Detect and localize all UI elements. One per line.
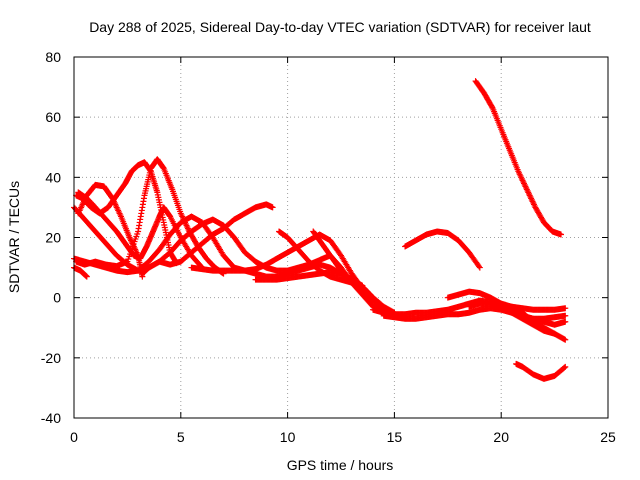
data-point xyxy=(488,103,495,110)
data-point xyxy=(369,293,376,300)
series-sat-t xyxy=(513,360,569,382)
data-point xyxy=(558,231,565,238)
data-point xyxy=(83,273,90,280)
y-tick-label: 80 xyxy=(45,49,61,65)
series-sat-h xyxy=(139,201,276,277)
y-tick-label: 60 xyxy=(45,109,61,125)
y-tick-label: -40 xyxy=(41,410,61,426)
data-point xyxy=(562,363,569,370)
x-tick-label: 5 xyxy=(177,429,185,445)
data-points xyxy=(71,78,569,382)
y-tick-label: 20 xyxy=(45,230,61,246)
x-tick-label: 15 xyxy=(387,429,403,445)
series-sat-c xyxy=(73,156,227,277)
data-point xyxy=(551,330,558,337)
series-sat-p xyxy=(472,78,565,238)
data-point xyxy=(475,263,482,270)
data-point xyxy=(476,264,483,271)
axis-ticks: 0 5 10 15 20 25 -40 -20 0 20 40 60 80 xyxy=(41,49,616,445)
y-tick-label: 40 xyxy=(45,169,61,185)
x-axis-label: GPS time / hours xyxy=(287,457,394,473)
y-tick-label: 0 xyxy=(53,290,61,306)
grid-lines xyxy=(74,57,608,418)
series-sat-g xyxy=(75,181,146,280)
chart-title: Day 288 of 2025, Sidereal Day-to-day VTE… xyxy=(89,19,591,35)
data-point xyxy=(561,364,568,371)
series-sat-n xyxy=(380,305,569,322)
x-tick-label: 0 xyxy=(70,429,78,445)
data-point xyxy=(562,318,569,325)
x-tick-label: 25 xyxy=(600,429,616,445)
data-point xyxy=(370,294,377,301)
x-tick-label: 10 xyxy=(280,429,296,445)
series-sat-o xyxy=(402,228,483,271)
data-point xyxy=(562,312,569,319)
series-sat-l xyxy=(310,228,377,301)
y-axis-label: SDTVAR / TECUs xyxy=(6,181,22,293)
data-point xyxy=(562,305,569,312)
y-tick-label: -20 xyxy=(41,350,61,366)
data-point xyxy=(269,204,276,211)
data-point xyxy=(562,336,569,343)
series-sat-s xyxy=(508,303,558,337)
x-tick-label: 20 xyxy=(493,429,509,445)
